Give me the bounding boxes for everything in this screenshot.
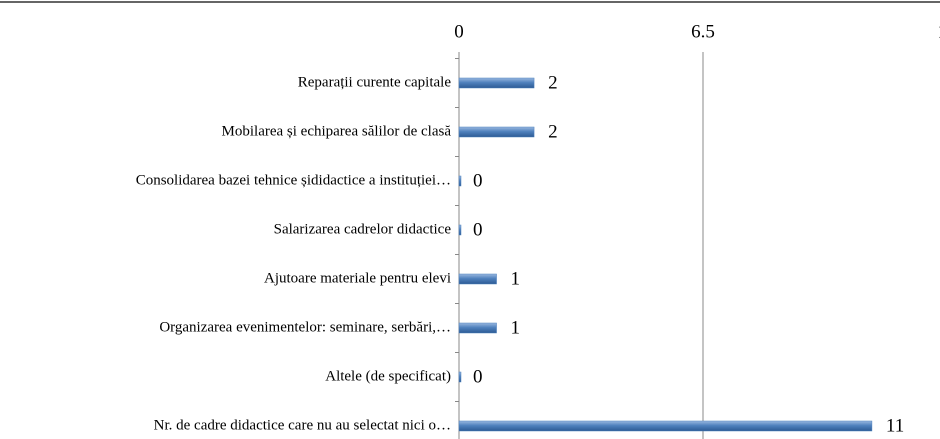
data-label: 1 <box>511 268 521 289</box>
data-label: 2 <box>548 121 558 142</box>
data-label: 0 <box>473 170 483 191</box>
bar <box>458 322 497 334</box>
data-label: 0 <box>473 219 483 240</box>
bar <box>458 126 535 138</box>
x-tick-label: 0 <box>454 21 464 42</box>
y-tick-label: Mobilarea și echiparea sălilor de clasă <box>222 123 452 139</box>
bar <box>458 224 462 236</box>
y-tick-label: Consolidarea bazei tehnice șididactice a… <box>136 172 451 188</box>
bar <box>458 77 535 89</box>
y-tick-label: Ajutoare materiale pentru elevi <box>264 270 451 286</box>
y-tick-label: Nr. de cadre didactice care nu au select… <box>154 417 451 433</box>
x-tick-label: 6.5 <box>691 21 715 42</box>
data-label: 2 <box>548 72 558 93</box>
bar <box>458 273 497 285</box>
bar <box>458 420 873 432</box>
y-tick-label: Altele (de specificat) <box>325 368 451 384</box>
x-tick-label: 13 <box>938 21 940 42</box>
data-label: 11 <box>886 415 904 436</box>
bar <box>458 175 462 187</box>
y-tick-label: Salarizarea cadrelor didactice <box>274 221 452 237</box>
bar <box>458 371 462 383</box>
data-label: 1 <box>511 317 521 338</box>
y-tick-label: Organizarea evenimentelor: seminare, ser… <box>159 319 451 335</box>
y-tick-label: Reparații curente capitale <box>298 74 452 90</box>
data-label: 0 <box>473 366 483 387</box>
